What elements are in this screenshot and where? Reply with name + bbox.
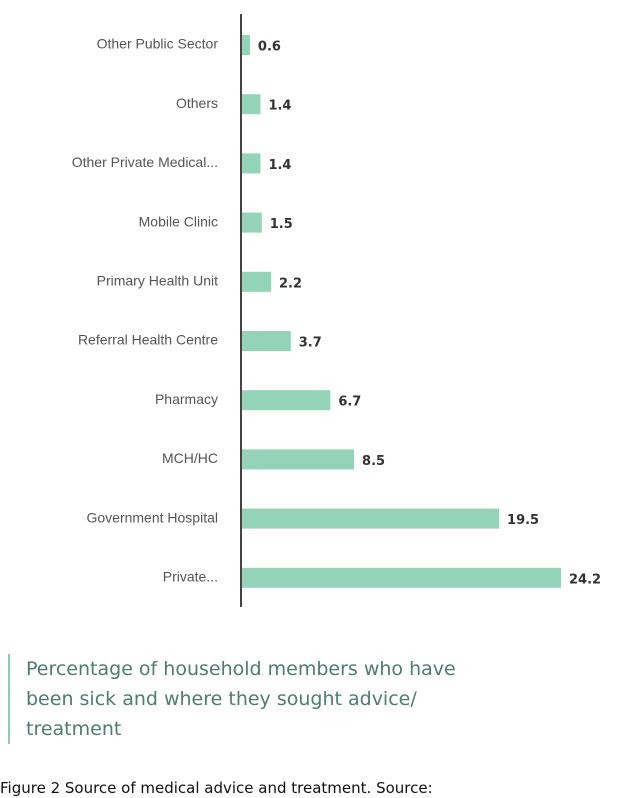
value-label: 2.2 [279, 276, 302, 291]
category-label: Other Public Sector [97, 36, 219, 52]
chart: Other Public Sector 0.6 Others 1.4 Other Pri… [72, 14, 601, 607]
bar [242, 94, 261, 115]
category-label: Referral Health Centre [78, 332, 218, 348]
category-label: Private... [163, 569, 218, 585]
bar [242, 271, 271, 292]
category-label: MCH/HC [162, 450, 218, 466]
category-label: Pharmacy [155, 391, 218, 407]
value-label: 3.7 [299, 336, 322, 351]
figure-caption: Figure 2 Source of medical advice and tr… [0, 779, 433, 797]
bar [242, 390, 331, 411]
value-label: 1.5 [270, 217, 293, 232]
bar [242, 212, 262, 233]
value-label: 1.4 [268, 158, 291, 173]
category-label: Other Private Medical... [72, 154, 218, 170]
bar [242, 449, 355, 470]
value-label: 1.4 [268, 99, 291, 114]
bar [242, 153, 261, 174]
bar [242, 508, 500, 529]
value-label: 19.5 [507, 513, 539, 528]
category-label: Government Hospital [86, 509, 218, 525]
bar [242, 35, 250, 55]
bar [242, 567, 561, 588]
bar [242, 331, 291, 351]
value-label: 6.7 [338, 395, 361, 410]
category-label: Mobile Clinic [139, 213, 218, 229]
category-label: Primary Health Unit [97, 273, 218, 289]
value-label: 0.6 [258, 40, 281, 55]
value-label: 8.5 [362, 454, 385, 469]
value-label: 24.2 [569, 572, 601, 587]
chart-title: Percentage of household members who have… [8, 654, 456, 744]
category-label: Others [176, 95, 218, 111]
